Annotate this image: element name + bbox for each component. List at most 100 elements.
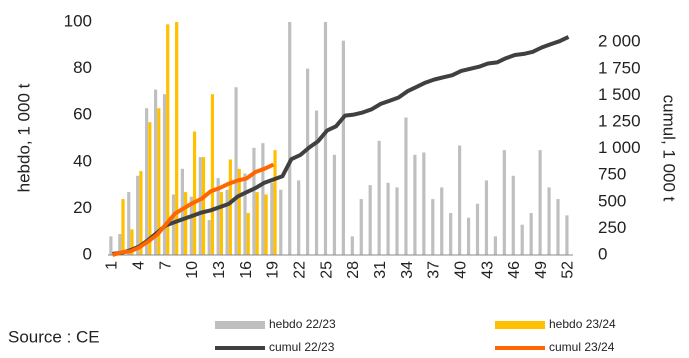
bar (547, 187, 551, 255)
bar (210, 94, 215, 255)
bar (201, 157, 206, 255)
y2-axis-label: cumul, 1 000 t (660, 95, 679, 202)
x-tick-label: 43 (479, 261, 496, 279)
bar (246, 213, 250, 255)
x-tick-label: 7 (157, 261, 174, 270)
bar (306, 68, 310, 255)
bar (565, 215, 569, 255)
bar (109, 236, 113, 255)
legend-swatch (495, 321, 545, 329)
x-tick-label: 46 (506, 261, 523, 279)
bar (449, 213, 453, 255)
bar (184, 192, 188, 255)
bar (297, 180, 301, 255)
bar (252, 147, 256, 255)
bar (431, 199, 435, 255)
x-tick-label: 19 (265, 261, 282, 279)
line (111, 162, 275, 257)
y2-tick-label: 1 750 (598, 58, 641, 77)
y2-tick-label: 0 (598, 244, 607, 263)
y2-tick-label: 250 (598, 218, 626, 237)
y2-tick-label: 1 250 (598, 111, 641, 130)
bar (162, 94, 167, 255)
y-axis-label: hebdo, 1 000 t (14, 83, 33, 192)
bar (157, 108, 161, 256)
bar (538, 150, 542, 255)
y-tick-label: 40 (73, 151, 92, 170)
bar (118, 234, 122, 255)
legend-label: hebdo 23/24 (549, 317, 616, 331)
x-tick-label: 49 (533, 261, 550, 279)
bar (228, 159, 232, 255)
source: Source : CE (8, 327, 100, 346)
x-tick-label: 31 (372, 261, 389, 279)
bar (219, 192, 223, 255)
bar (484, 180, 489, 255)
bar (216, 178, 220, 255)
y-tick-label: 80 (73, 58, 92, 77)
bar (207, 220, 211, 255)
bar (237, 168, 241, 255)
bar (529, 213, 533, 255)
bar (395, 187, 399, 255)
bar (475, 203, 480, 255)
bar (332, 154, 337, 255)
bar (323, 22, 328, 255)
bar (270, 182, 274, 255)
bar (171, 194, 176, 255)
bar (350, 236, 354, 255)
bar (127, 192, 131, 255)
bar (556, 199, 560, 255)
bar (377, 140, 381, 255)
bar (279, 189, 283, 255)
bar (148, 122, 152, 255)
bar (130, 229, 134, 255)
bar (273, 150, 277, 255)
legend-swatch (215, 321, 265, 329)
bar (136, 175, 140, 255)
bar (520, 224, 524, 255)
bar (502, 150, 506, 255)
x-tick-label: 22 (291, 261, 308, 279)
bar (359, 199, 363, 255)
y2-tick-label: 750 (598, 165, 626, 184)
bar (261, 143, 265, 255)
y2-tick-label: 1 500 (598, 85, 641, 104)
bar (288, 22, 292, 255)
x-tick-label: 16 (238, 261, 255, 279)
x-tick-label: 40 (452, 261, 469, 279)
bar (341, 40, 345, 255)
bar (153, 89, 158, 255)
y-tick-label: 100 (64, 11, 92, 30)
bar (511, 175, 515, 255)
x-tick-label: 34 (399, 261, 416, 279)
bar (255, 192, 259, 255)
x-tick-label: 13 (211, 261, 228, 279)
bar (180, 168, 185, 255)
bar (225, 189, 229, 255)
bar (243, 173, 247, 255)
y2-tick-label: 500 (598, 191, 626, 210)
bar (493, 236, 497, 255)
x-tick-label: 25 (318, 261, 335, 279)
bar (145, 108, 149, 256)
bar (404, 117, 408, 255)
bar (314, 110, 319, 255)
legend-label: cumul 23/24 (549, 340, 615, 354)
bar (139, 171, 143, 255)
bar (198, 157, 202, 255)
x-tick-label: 10 (184, 261, 201, 279)
bar (175, 22, 179, 255)
bar (189, 196, 193, 255)
bar (422, 152, 426, 255)
x-tick-label: 52 (560, 261, 577, 279)
y2-tick-label: 1 000 (598, 138, 641, 157)
bar (386, 182, 390, 255)
legend-label: hebdo 22/23 (269, 317, 336, 331)
bar (368, 185, 372, 255)
x-tick-label: 37 (426, 261, 443, 279)
bar (166, 24, 170, 255)
bar (466, 217, 471, 255)
x-tick-label: 4 (131, 261, 148, 270)
